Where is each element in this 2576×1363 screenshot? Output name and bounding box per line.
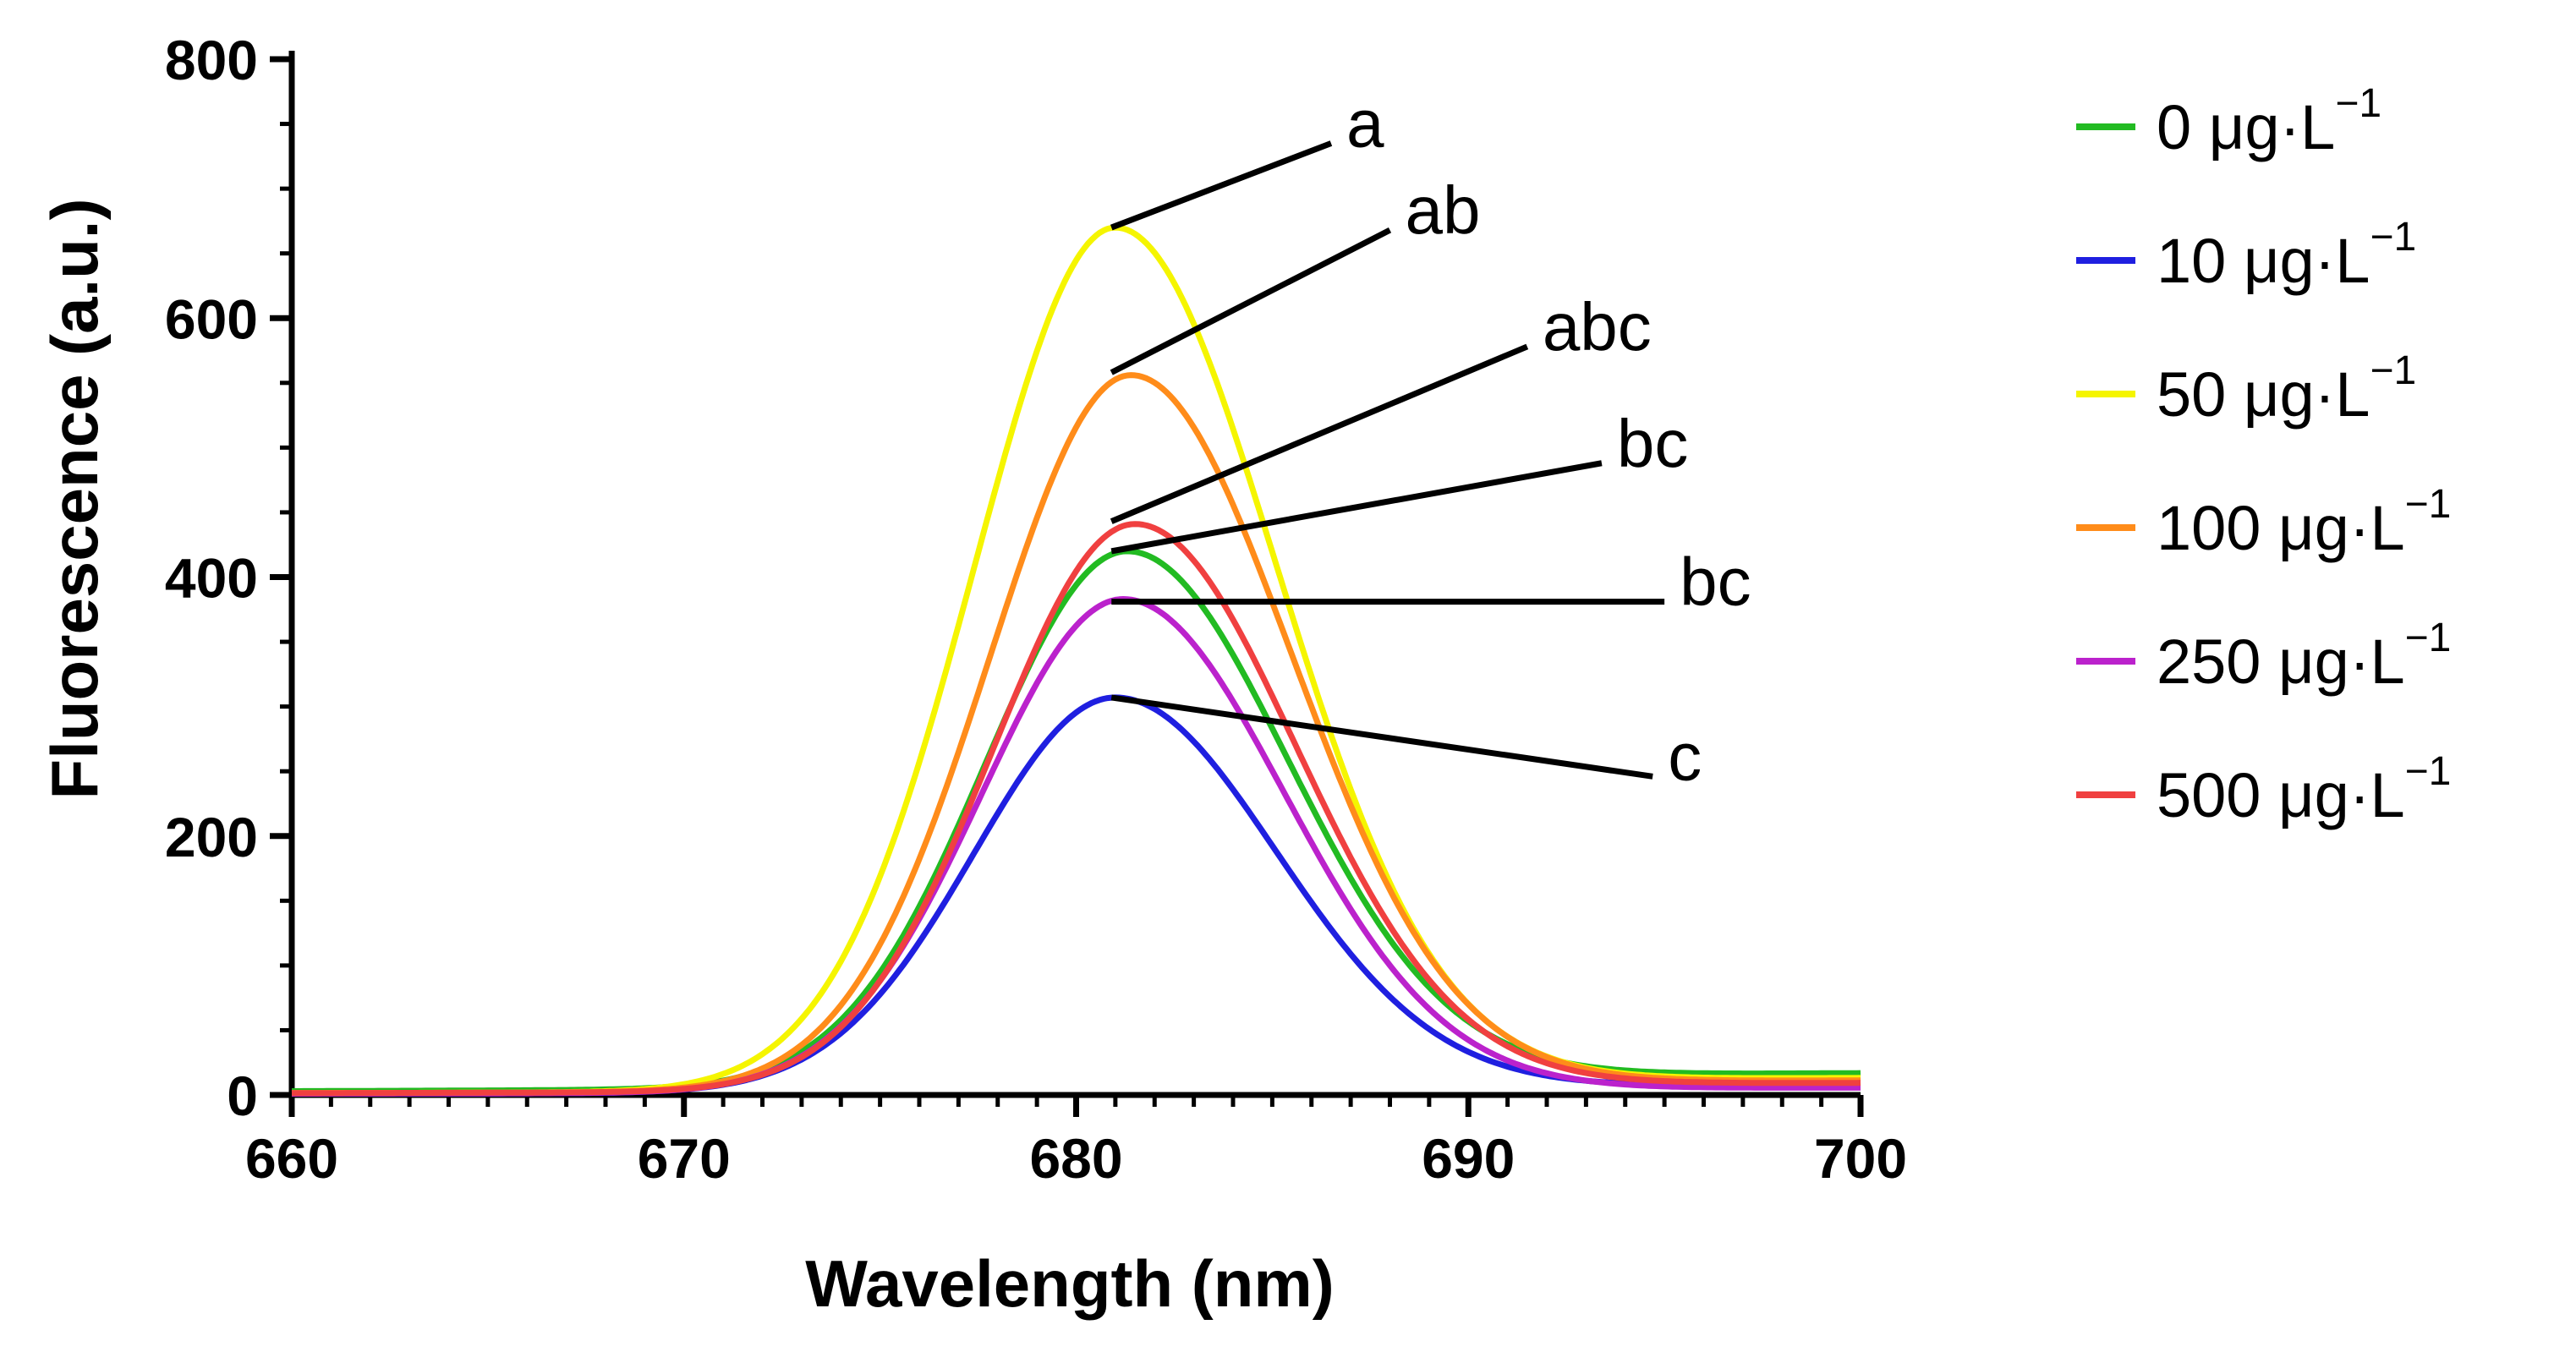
- annotation-label: a: [1346, 86, 1384, 161]
- x-tick-label: 690: [1422, 1127, 1515, 1190]
- annotation-line: [1110, 343, 1529, 524]
- legend-label-base: 10 μg·L: [2157, 226, 2370, 296]
- axes: 660 670 680 690 700 0 200 400 600 800: [165, 29, 1907, 1190]
- legend-label-sup: −1: [2405, 616, 2452, 660]
- legend-label-sup: −1: [2405, 482, 2452, 527]
- annotation-line: [1110, 460, 1603, 555]
- y-tick-label: 0: [227, 1065, 258, 1127]
- series-lines: [291, 224, 1861, 1097]
- y-axis-title: Fluorescence (a.u.): [37, 199, 112, 800]
- legend-label-base: 0 μg·L: [2157, 92, 2335, 162]
- annotation-label: abc: [1543, 289, 1652, 364]
- legend-label-base: 250 μg·L: [2157, 627, 2405, 697]
- series-line-0: [292, 548, 1861, 1094]
- annotation-line: [1110, 140, 1333, 231]
- annotation-line: [1110, 227, 1392, 375]
- annotation-line: [1110, 694, 1653, 780]
- legend-label-sup: −1: [2335, 81, 2381, 126]
- legend-label-base: 50 μg·L: [2157, 359, 2370, 430]
- legend-label: 10 μg·L−1: [2157, 215, 2416, 296]
- x-tick-label: 660: [245, 1127, 338, 1190]
- legend-label: 250 μg·L−1: [2157, 616, 2451, 697]
- y-tick-label: 600: [165, 287, 258, 350]
- legend-label-sup: −1: [2370, 348, 2416, 393]
- series-line-5: [291, 521, 1861, 1097]
- annotation-label: bc: [1680, 545, 1751, 620]
- series-line-1: [292, 694, 1861, 1097]
- legend-label-base: 500 μg·L: [2157, 760, 2405, 830]
- legend-label-sup: −1: [2405, 749, 2452, 794]
- series-line-3: [292, 372, 1861, 1097]
- annotation-label: ab: [1406, 172, 1481, 248]
- legend-label: 100 μg·L−1: [2157, 482, 2451, 563]
- legend-label: 50 μg·L−1: [2157, 348, 2416, 430]
- annotation-label: c: [1668, 719, 1702, 794]
- x-tick-label: 680: [1029, 1127, 1122, 1190]
- y-tick-label: 400: [165, 547, 258, 610]
- series-line-4: [292, 596, 1861, 1097]
- legend-label: 500 μg·L−1: [2157, 749, 2451, 830]
- x-tick-label: 670: [638, 1127, 731, 1190]
- x-tick-label: 700: [1814, 1127, 1907, 1190]
- y-tick-label: 200: [165, 806, 258, 868]
- legend-label-base: 100 μg·L: [2157, 493, 2405, 563]
- x-axis-title: Wavelength (nm): [805, 1246, 1334, 1321]
- annotation-label: bc: [1617, 406, 1689, 481]
- legend-label-sup: −1: [2370, 215, 2416, 260]
- legend-label: 0 μg·L−1: [2157, 81, 2381, 162]
- y-tick-label: 800: [165, 29, 258, 91]
